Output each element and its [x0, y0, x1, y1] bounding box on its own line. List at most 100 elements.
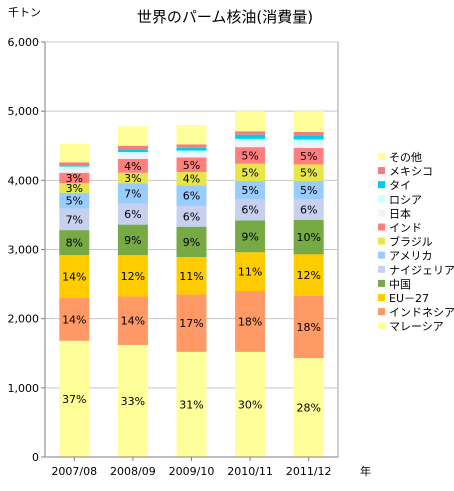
x-axis-unit: 年	[360, 465, 371, 478]
bar-segment	[293, 254, 324, 296]
legend-swatch	[378, 181, 385, 189]
data-label: 11%	[179, 270, 203, 283]
bar-segment	[59, 172, 90, 184]
legend-label: 日本	[389, 206, 411, 220]
legend-swatch	[378, 167, 385, 175]
bar-segment	[59, 192, 90, 209]
data-label: 18%	[238, 315, 262, 328]
legend-label: その他	[389, 151, 422, 164]
legend-swatch	[378, 237, 385, 245]
legend-swatch	[378, 195, 385, 203]
bar-segment	[293, 111, 324, 132]
bar-segment	[235, 220, 266, 253]
bar-segment	[59, 208, 90, 231]
bar-segment	[117, 183, 148, 204]
x-tick-label: 2007/08	[51, 465, 97, 478]
data-label: 3%	[124, 172, 141, 185]
legend-label: メキシコ	[389, 165, 433, 178]
data-label: 14%	[62, 270, 86, 283]
legend-swatch	[378, 322, 385, 330]
bar-segment	[235, 142, 266, 148]
data-label: 33%	[121, 395, 145, 408]
legend-swatch	[378, 251, 385, 259]
data-label: 7%	[124, 187, 141, 200]
bar-segment	[117, 255, 148, 297]
legend-label: 中国	[389, 278, 411, 291]
data-label: 6%	[183, 190, 200, 203]
data-label: 12%	[296, 269, 320, 282]
bar-segment	[293, 181, 324, 200]
bar-segment	[293, 135, 324, 140]
bar-segment	[176, 294, 207, 352]
bar-segment	[235, 181, 266, 200]
bar-segment	[59, 255, 90, 298]
data-label: 5%	[183, 159, 200, 172]
data-label: 5%	[300, 184, 317, 197]
bar-segment	[59, 165, 90, 167]
data-label: 31%	[179, 398, 203, 411]
y-axis-unit: 千トン	[8, 6, 41, 19]
chart-title: 世界のパーム核油(消費量)	[136, 8, 314, 26]
bar-segment	[117, 158, 148, 173]
bar-segment	[176, 153, 207, 158]
legend-label: インド	[389, 222, 422, 235]
y-tick-label: 4,000	[8, 174, 40, 187]
data-label: 14%	[121, 315, 145, 328]
data-label: 6%	[241, 204, 258, 217]
data-label: 18%	[296, 321, 320, 334]
bar-segment	[176, 150, 207, 154]
bar-segment	[293, 131, 324, 136]
legend-label: インドネシア	[389, 306, 454, 319]
bar-segment	[293, 147, 324, 165]
legend-label: ナイジェリア	[389, 264, 454, 277]
bar-segment	[235, 134, 266, 139]
data-label: 3%	[66, 172, 83, 185]
y-tick-label: 5,000	[8, 105, 40, 118]
bar-segment	[59, 183, 90, 193]
bar-segment	[176, 144, 207, 148]
legend-swatch	[378, 279, 385, 287]
data-label: 6%	[124, 208, 141, 221]
bar-segment	[117, 224, 148, 256]
bar-segment	[176, 125, 207, 145]
legend-swatch	[378, 265, 385, 273]
x-tick-label: 2010/11	[227, 465, 273, 478]
data-label: 12%	[121, 270, 145, 283]
data-label: 17%	[179, 317, 203, 330]
bar-segment	[117, 126, 148, 146]
legend-label: マレーシア	[389, 320, 444, 333]
legend-label: ブラジル	[389, 235, 433, 249]
bar-segment	[235, 131, 266, 135]
y-tick-label: 3,000	[8, 244, 40, 257]
data-label: 6%	[300, 203, 317, 216]
legend-label: タイ	[389, 179, 411, 192]
legend-label: ロシア	[389, 193, 422, 206]
data-label: 30%	[238, 398, 262, 411]
bar-segment	[117, 296, 148, 345]
bar-segment	[117, 154, 148, 159]
data-label: 5%	[300, 167, 317, 180]
data-label: 6%	[183, 210, 200, 223]
data-label: 9%	[183, 236, 200, 249]
y-tick-label: 0	[32, 451, 39, 464]
bar-segment	[117, 344, 148, 457]
bar-segment	[117, 145, 148, 150]
legend-label: アメリカ	[389, 250, 432, 263]
bar-segment	[176, 257, 207, 295]
bar-segment	[176, 172, 207, 186]
data-label: 14%	[62, 313, 86, 326]
legend-label: EU－27	[389, 292, 429, 305]
legend-swatch	[378, 153, 385, 160]
bar-segment	[235, 111, 266, 132]
bar-segment	[117, 151, 148, 155]
legend-swatch	[378, 209, 385, 217]
bar-segment	[293, 295, 324, 359]
bar-segment	[176, 185, 207, 206]
bar-segment	[293, 164, 324, 182]
data-label: 5%	[241, 184, 258, 197]
y-tick-label: 1,000	[8, 382, 40, 395]
bar-segment	[235, 291, 266, 352]
bar-segment	[59, 340, 90, 457]
